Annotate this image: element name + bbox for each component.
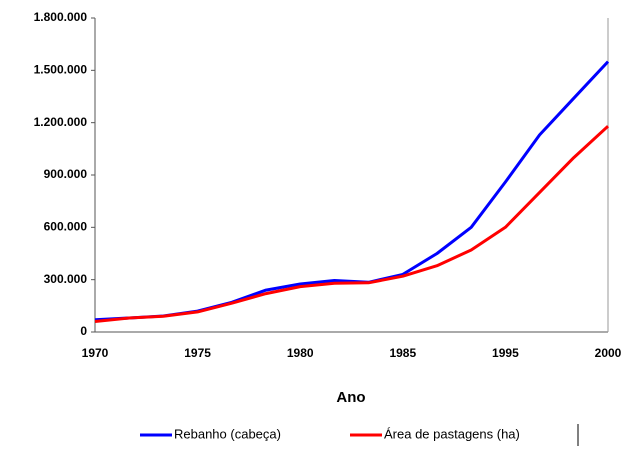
x-tick-label: 1970 [82,346,109,360]
y-tick-label: 1.500.000 [34,63,88,77]
x-tick-label: 1980 [287,346,314,360]
x-axis-title: Ano [336,389,365,406]
series-line [94,60,610,322]
y-tick-label: 600.000 [44,220,88,234]
legend-label: Rebanho (cabeça) [174,426,281,441]
y-tick-label: 300.000 [44,272,88,286]
x-tick-label: 1975 [184,346,211,360]
y-tick-label: 1.200.000 [34,115,88,129]
y-tick-label: 0 [80,324,87,338]
y-tick-label: 900.000 [44,167,88,181]
series-line [94,125,610,323]
legend-label: Área de pastagens (ha) [384,426,520,441]
x-tick-label: 1985 [389,346,416,360]
x-tick-label: 1995 [492,346,519,360]
y-tick-label: 1.800.000 [34,10,88,24]
x-tick-label: 2000 [595,346,622,360]
